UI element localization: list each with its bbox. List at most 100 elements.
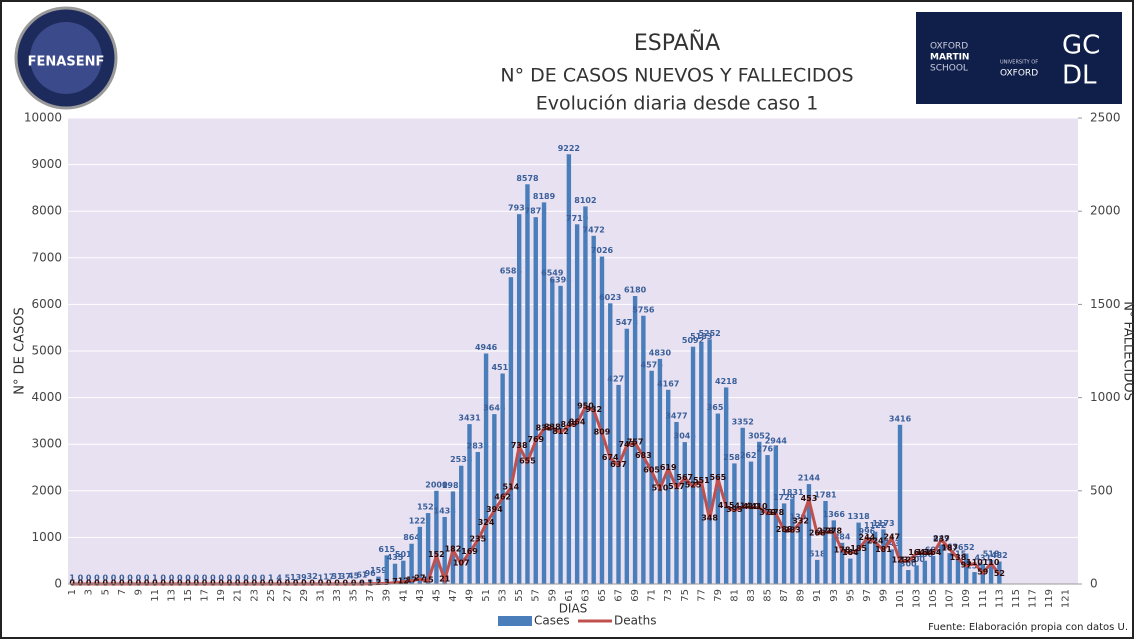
data-label: 4576 [641, 360, 664, 369]
bar [831, 520, 836, 584]
bar [781, 503, 787, 584]
bar [500, 373, 505, 584]
data-label: 0 [111, 579, 117, 588]
data-label: 182 [445, 545, 462, 554]
x-tick-label: 101 [895, 589, 906, 608]
data-label: 6398 [549, 275, 572, 284]
data-label: 1438 [434, 506, 457, 515]
data-label: 1 [152, 573, 158, 582]
source: Fuente: Elaboración propia con datos U. [928, 621, 1128, 633]
data-label: 8102 [574, 196, 596, 205]
data-label: 1781 [814, 491, 837, 500]
data-label: 637 [610, 460, 627, 469]
bar [599, 256, 605, 584]
data-label: 7026 [591, 246, 614, 255]
data-label: 674 [602, 453, 619, 462]
data-label: 164 [925, 548, 942, 557]
data-label: 1318 [847, 512, 870, 521]
data-label: 838 [544, 422, 561, 431]
data-label: 415 [718, 501, 735, 510]
data-label: 138 [950, 553, 967, 562]
y2-tick-label: 2500 [1090, 111, 1121, 125]
bar [641, 315, 646, 584]
data-label: 185 [850, 544, 867, 553]
data-label: 864 [403, 533, 420, 542]
data-label: 743 [618, 440, 635, 449]
x-tick-label: 31 [316, 589, 327, 602]
x-tick-label: 107 [945, 589, 956, 608]
bar [682, 442, 687, 584]
data-label: 757 [627, 437, 644, 446]
data-label: 435 [387, 553, 404, 562]
x-tick-label: 27 [282, 589, 293, 602]
x-tick-label: 17 [200, 589, 211, 602]
data-label: 4218 [715, 377, 738, 386]
data-label: 0 [359, 579, 365, 588]
data-label: 247 [883, 532, 900, 541]
data-label: 6549 [541, 268, 564, 277]
bar [707, 339, 712, 584]
data-label: 393 [726, 505, 743, 514]
data-label: 0 [268, 579, 274, 588]
bar [690, 346, 696, 584]
bar [508, 277, 514, 584]
data-label: 5 [285, 573, 291, 582]
bar [699, 342, 704, 584]
data-label: 2944 [765, 436, 788, 445]
bar [525, 184, 530, 584]
data-label: 2833 [467, 441, 489, 450]
data-label: 8189 [533, 192, 556, 201]
data-label: 278 [825, 527, 842, 536]
data-label: 0 [177, 574, 183, 583]
data-label: 518 [983, 549, 1000, 558]
data-label: 0 [243, 574, 249, 583]
x-tick-label: 79 [713, 589, 724, 602]
x-tick-label: 53 [498, 589, 509, 602]
bar [881, 529, 886, 584]
data-label: 6023 [599, 293, 621, 302]
bar [649, 370, 654, 584]
data-label: 1366 [823, 510, 846, 519]
bar [483, 353, 489, 584]
data-label: 237 [933, 534, 950, 543]
chart-subtitle: Evolución diaria desde caso 1 [536, 93, 819, 115]
data-label: 0 [102, 579, 108, 588]
x-tick-label: 67 [614, 589, 625, 602]
data-label: 0 [136, 579, 142, 588]
logo-text: SCHOOL [930, 64, 968, 74]
data-label: 3658 [707, 403, 730, 412]
y-tick-label: 4000 [31, 390, 62, 404]
legend-label: Deaths [614, 614, 657, 628]
x-tick-label: 25 [266, 589, 277, 602]
data-label: 0 [351, 579, 357, 588]
bar [616, 384, 621, 584]
x-tick-label: 21 [233, 589, 244, 602]
data-label: 0 [210, 579, 216, 588]
x-tick-label: 51 [481, 589, 492, 602]
data-label: 123 [900, 556, 917, 565]
data-label: 0 [285, 579, 291, 588]
bar [533, 217, 538, 584]
data-label: 515 [950, 550, 967, 559]
y-tick-label: 1000 [31, 530, 62, 544]
data-label: 4946 [475, 343, 498, 352]
bar [823, 501, 828, 584]
bar [442, 516, 447, 584]
data-label: 3646 [483, 404, 506, 413]
data-label: 864 [569, 417, 586, 426]
data-label: 178 [834, 545, 851, 554]
x-tick-label: 97 [862, 589, 873, 602]
bar [715, 413, 721, 584]
bar [897, 424, 903, 584]
y-tick-label: 6000 [31, 297, 62, 311]
data-label: 0 [119, 574, 125, 583]
y2-axis-label: N° FALLECIDOS [1121, 301, 1134, 401]
y-tick-label: 7000 [31, 250, 62, 264]
bar [492, 414, 497, 584]
data-label: 2 [376, 578, 382, 587]
bar [906, 570, 911, 584]
data-label: 0 [69, 579, 75, 588]
data-label: 0 [293, 579, 299, 588]
data-label: 738 [511, 441, 528, 450]
bar [367, 579, 373, 584]
